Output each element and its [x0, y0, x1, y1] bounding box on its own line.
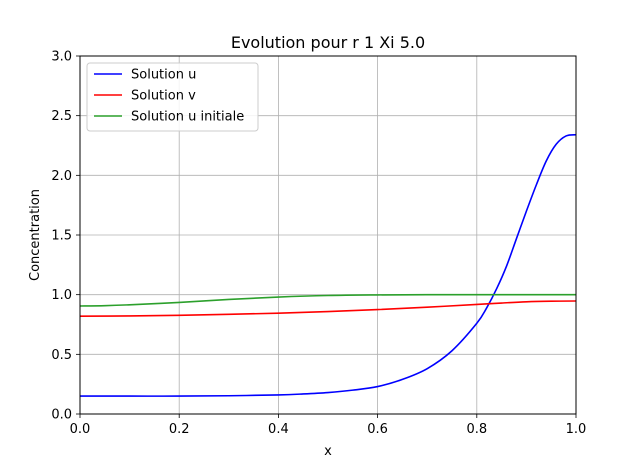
series-layer: [79, 133, 577, 397]
y-tick-label: 1.5: [51, 229, 72, 244]
legend-label: Solution u initiale: [131, 110, 244, 125]
legend-box: [86, 62, 259, 132]
ticks: 0.0 0.2 0.4 0.6 0.8 1.0 0.0 0.5 1.0 1.5 2.0 2.5 3.0: [51, 50, 586, 438]
legend-label: Solution u: [131, 68, 196, 83]
x-tick-label: 0.2: [169, 422, 190, 437]
series-line-solution-u-initiale: [79, 293, 576, 307]
x-tick-label: 0.4: [268, 422, 289, 437]
x-tick-label: 0.6: [367, 422, 388, 437]
x-axis-label: x: [324, 444, 332, 459]
y-tick-label: 0.5: [51, 348, 72, 363]
x-tick-label: 0.0: [70, 422, 91, 437]
y-tick-label: 2.0: [51, 169, 72, 184]
y-tick-label: 2.5: [51, 109, 72, 124]
x-tick-label: 0.8: [466, 422, 487, 437]
y-axis-label: Concentration: [28, 189, 43, 281]
legend: Solution u Solution v Solution u initiale: [86, 62, 259, 132]
series-line-solution-v: [79, 300, 577, 317]
y-tick-label: 1.0: [51, 288, 72, 303]
x-tick-label: 1.0: [566, 422, 587, 437]
chart-title: Evolution pour r 1 Xi 5.0: [231, 33, 425, 52]
series-line-solution-u: [80, 133, 577, 397]
y-tick-label: 0.0: [51, 408, 72, 423]
y-tick-label: 3.0: [51, 50, 72, 65]
legend-label: Solution v: [131, 89, 196, 104]
